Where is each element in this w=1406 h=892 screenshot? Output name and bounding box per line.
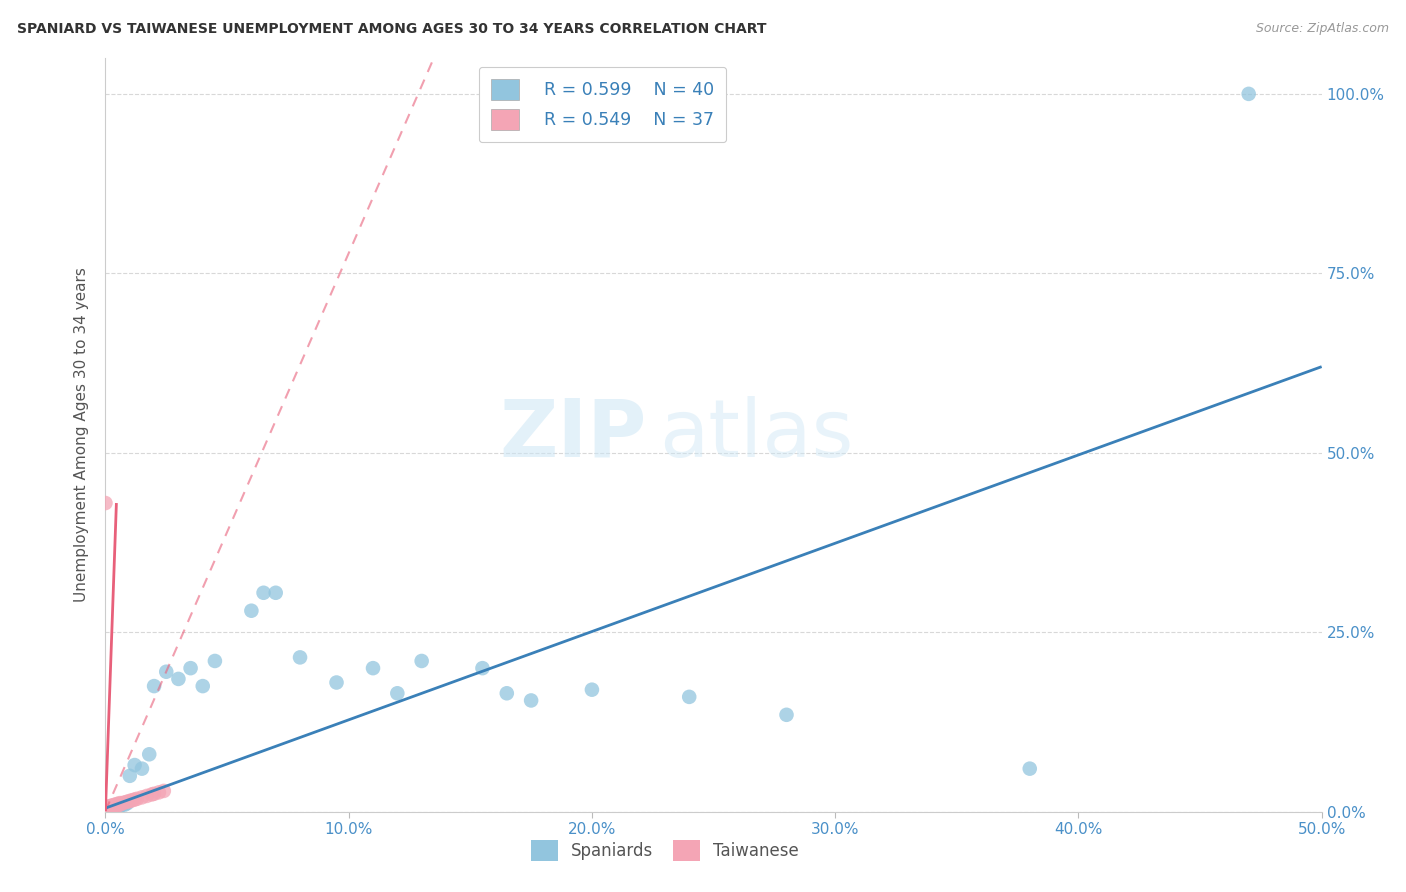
- Point: [264, 586, 287, 600]
- Point: [124, 758, 146, 772]
- Point: [155, 665, 177, 679]
- Point: [96, 802, 118, 816]
- Point: [125, 792, 148, 806]
- Point: [252, 586, 274, 600]
- Point: [108, 796, 131, 810]
- Text: Source: ZipAtlas.com: Source: ZipAtlas.com: [1256, 22, 1389, 36]
- Point: [107, 798, 129, 813]
- Point: [111, 796, 134, 810]
- Point: [96, 802, 118, 816]
- Point: [114, 796, 136, 810]
- Point: [107, 797, 129, 811]
- Text: atlas: atlas: [659, 396, 853, 474]
- Point: [143, 787, 166, 801]
- Point: [775, 707, 797, 722]
- Point: [111, 797, 134, 812]
- Point: [325, 675, 347, 690]
- Y-axis label: Unemployment Among Ages 30 to 34 years: Unemployment Among Ages 30 to 34 years: [75, 268, 90, 602]
- Point: [97, 799, 120, 814]
- Point: [98, 802, 121, 816]
- Point: [114, 797, 136, 812]
- Point: [97, 801, 120, 815]
- Point: [153, 784, 176, 798]
- Point: [141, 788, 163, 802]
- Point: [107, 801, 129, 815]
- Point: [124, 792, 146, 806]
- Point: [471, 661, 494, 675]
- Point: [104, 799, 127, 814]
- Point: [97, 802, 120, 816]
- Point: [98, 799, 121, 814]
- Point: [138, 747, 160, 762]
- Point: [98, 799, 121, 814]
- Point: [97, 800, 120, 814]
- Point: [135, 789, 157, 803]
- Point: [96, 802, 118, 816]
- Point: [101, 801, 124, 815]
- Point: [97, 801, 120, 815]
- Text: ZIP: ZIP: [499, 396, 647, 474]
- Point: [96, 803, 118, 817]
- Point: [191, 679, 214, 693]
- Point: [117, 795, 139, 809]
- Point: [148, 785, 170, 799]
- Point: [101, 799, 124, 814]
- Text: SPANIARD VS TAIWANESE UNEMPLOYMENT AMONG AGES 30 TO 34 YEARS CORRELATION CHART: SPANIARD VS TAIWANESE UNEMPLOYMENT AMONG…: [17, 22, 766, 37]
- Point: [180, 661, 202, 675]
- Point: [96, 803, 118, 817]
- Point: [107, 797, 129, 812]
- Point: [288, 650, 311, 665]
- Point: [143, 679, 166, 693]
- Point: [678, 690, 700, 704]
- Point: [96, 803, 118, 817]
- Point: [1237, 87, 1260, 101]
- Point: [108, 799, 131, 814]
- Point: [98, 800, 121, 814]
- Point: [108, 797, 131, 812]
- Point: [131, 762, 153, 776]
- Point: [101, 798, 124, 813]
- Point: [121, 793, 143, 807]
- Point: [118, 794, 141, 808]
- Point: [411, 654, 433, 668]
- Point: [361, 661, 384, 675]
- Point: [520, 693, 543, 707]
- Point: [104, 799, 127, 814]
- Legend: Spaniards, Taiwanese: Spaniards, Taiwanese: [524, 834, 806, 867]
- Point: [94, 803, 117, 817]
- Point: [118, 769, 141, 783]
- Point: [204, 654, 226, 668]
- Point: [104, 797, 127, 812]
- Point: [131, 790, 153, 805]
- Point: [240, 604, 263, 618]
- Point: [101, 799, 124, 814]
- Point: [387, 686, 409, 700]
- Point: [167, 672, 190, 686]
- Point: [495, 686, 517, 700]
- Point: [98, 800, 121, 814]
- Point: [104, 800, 127, 814]
- Point: [581, 682, 603, 697]
- Point: [94, 496, 117, 510]
- Point: [97, 803, 120, 817]
- Point: [97, 802, 120, 816]
- Point: [117, 796, 139, 810]
- Point: [1018, 762, 1040, 776]
